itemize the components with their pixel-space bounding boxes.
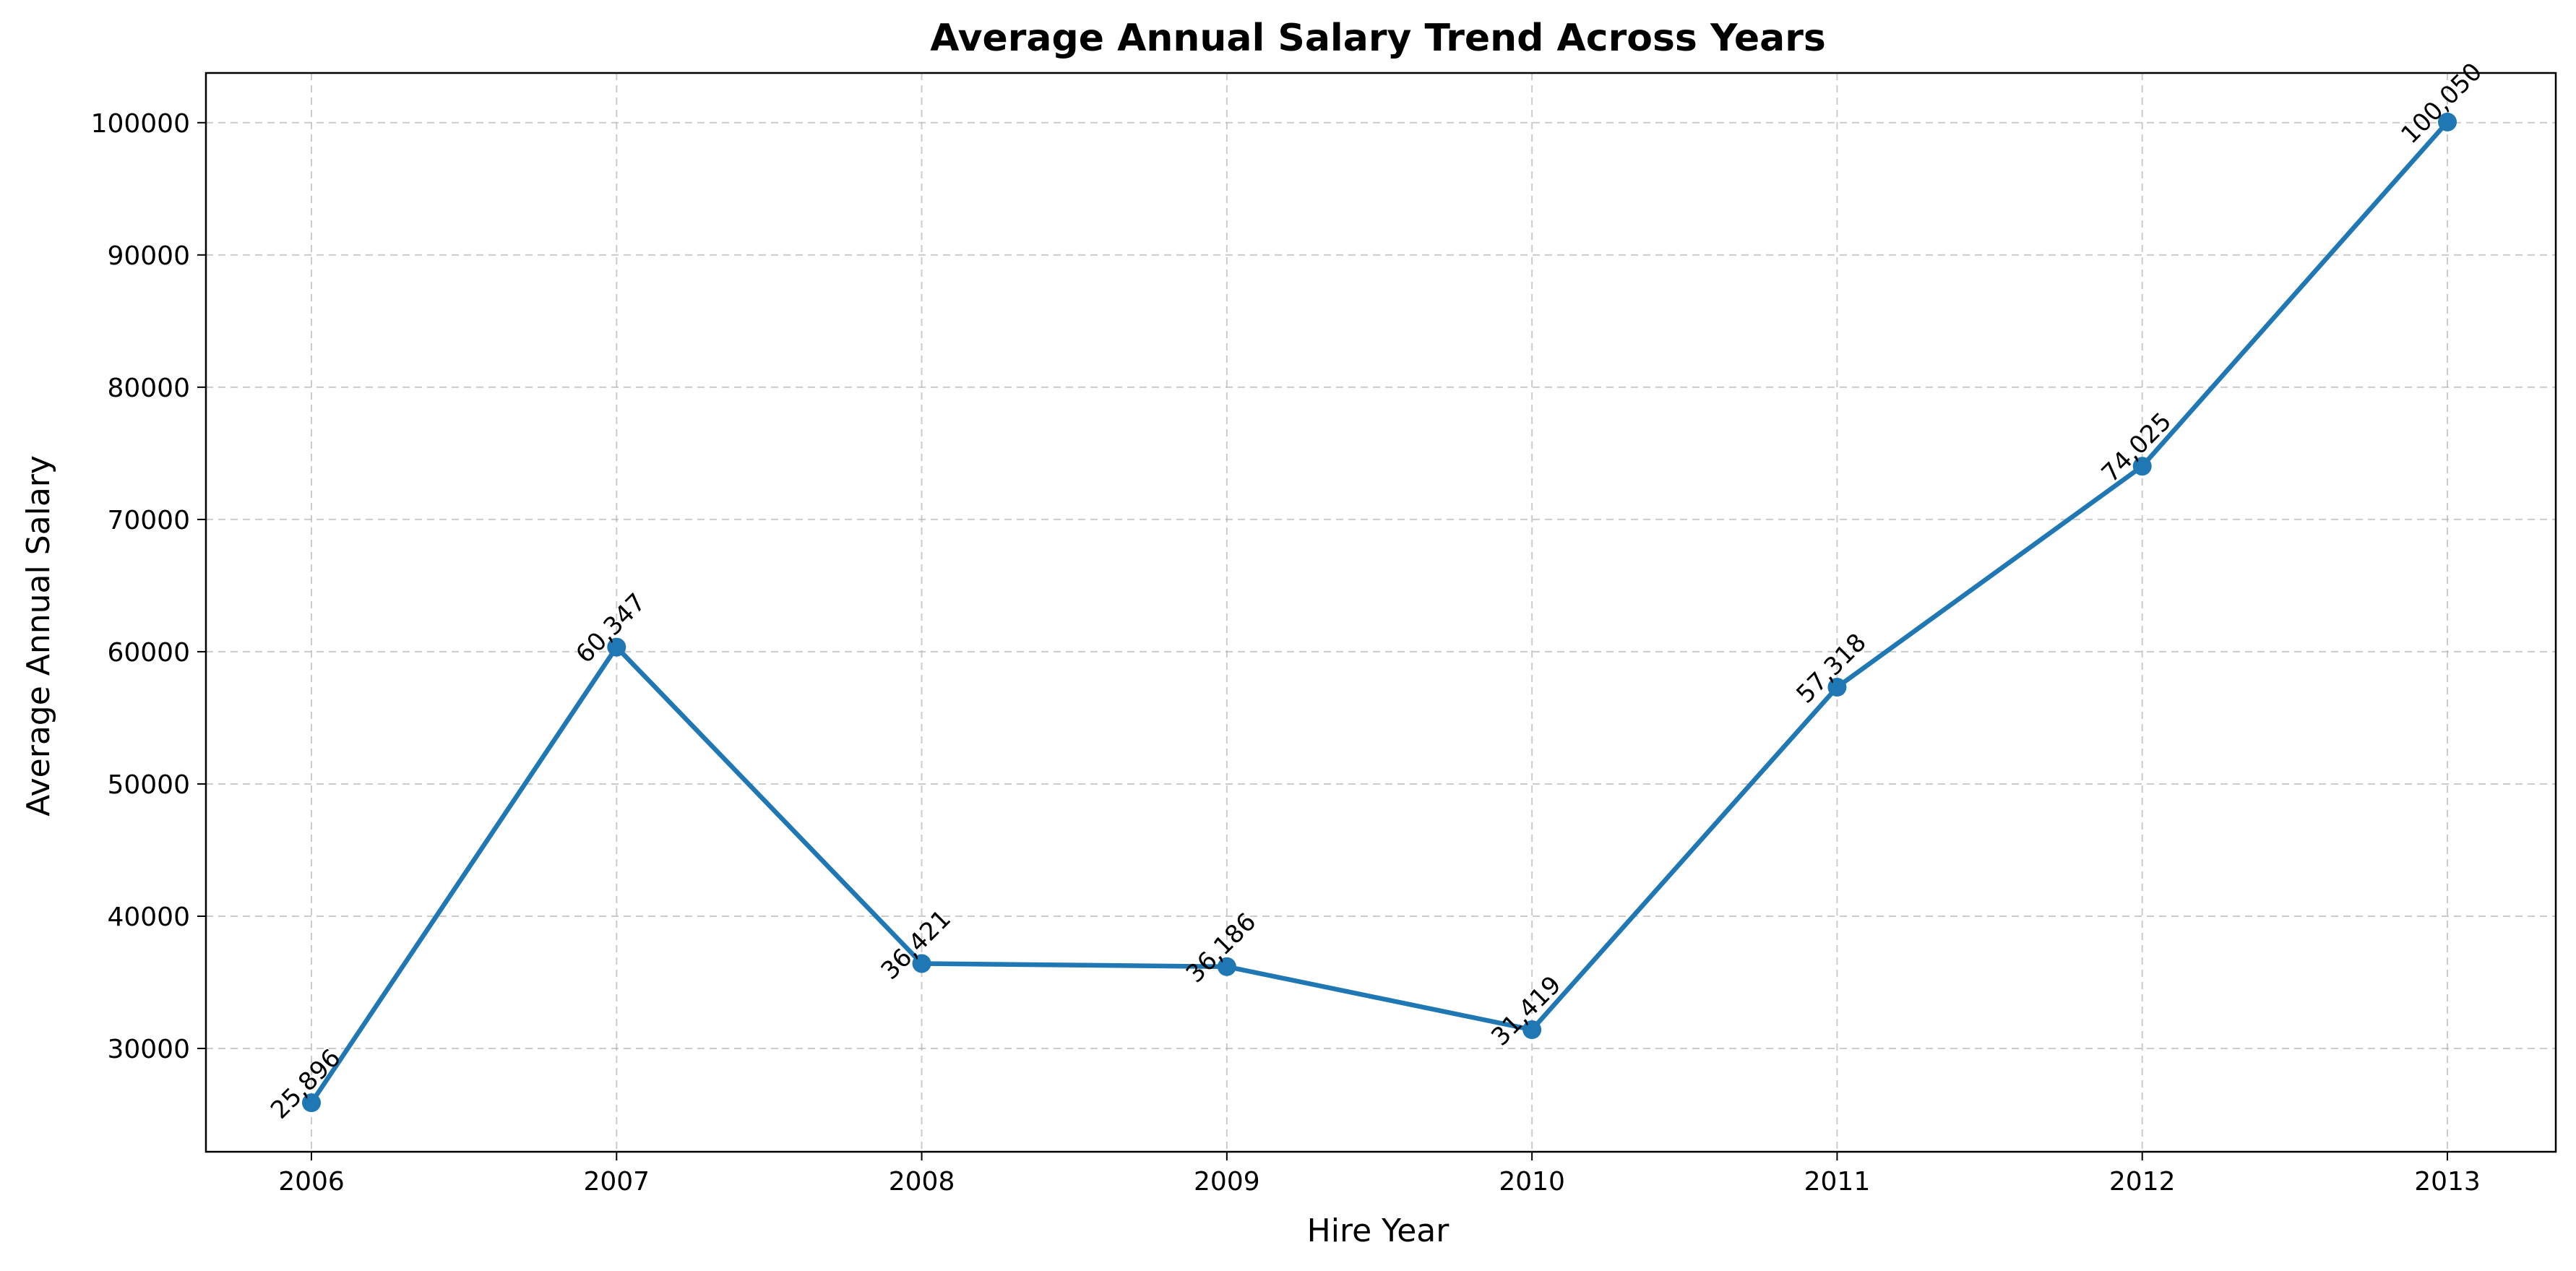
y-axis-label: Average Annual Salary [20,455,57,817]
data-point [2438,112,2457,132]
data-point [302,1093,321,1113]
y-tick-label: 40000 [107,902,190,932]
y-tick-label: 70000 [107,506,190,535]
x-tick-label: 2010 [1499,1167,1565,1197]
tick-layer: 2006 2007 2008 2009 2010 2011 2012 2013 30000 400… [91,109,2481,1197]
y-tick-label: 100000 [91,109,190,139]
x-axis-label: Hire Year [1307,1212,1450,1249]
x-tick-label: 2006 [278,1167,345,1197]
data-point [2132,457,2152,476]
plot-frame [204,72,2557,1153]
x-tick-label: 2011 [1804,1167,1871,1197]
y-tick-label: 30000 [107,1035,190,1064]
x-tick-label: 2008 [889,1167,955,1197]
x-tick-label: 2007 [583,1167,650,1197]
chart-title: Average Annual Salary Trend Across Years [930,17,1826,60]
data-point [1827,678,1847,697]
data-point [607,637,626,657]
y-tick-label: 80000 [107,374,190,403]
data-point [912,954,931,973]
x-tick-label: 2012 [2109,1167,2176,1197]
series-line [309,120,2450,1104]
y-tick-label: 60000 [107,638,190,668]
y-tick-label: 90000 [107,241,190,271]
data-point [1522,1020,1542,1040]
x-tick-label: 2013 [2414,1167,2481,1197]
y-tick-label: 50000 [107,770,190,800]
series-layer [302,112,2457,1113]
x-tick-label: 2009 [1194,1167,1260,1197]
data-point [1217,957,1236,976]
